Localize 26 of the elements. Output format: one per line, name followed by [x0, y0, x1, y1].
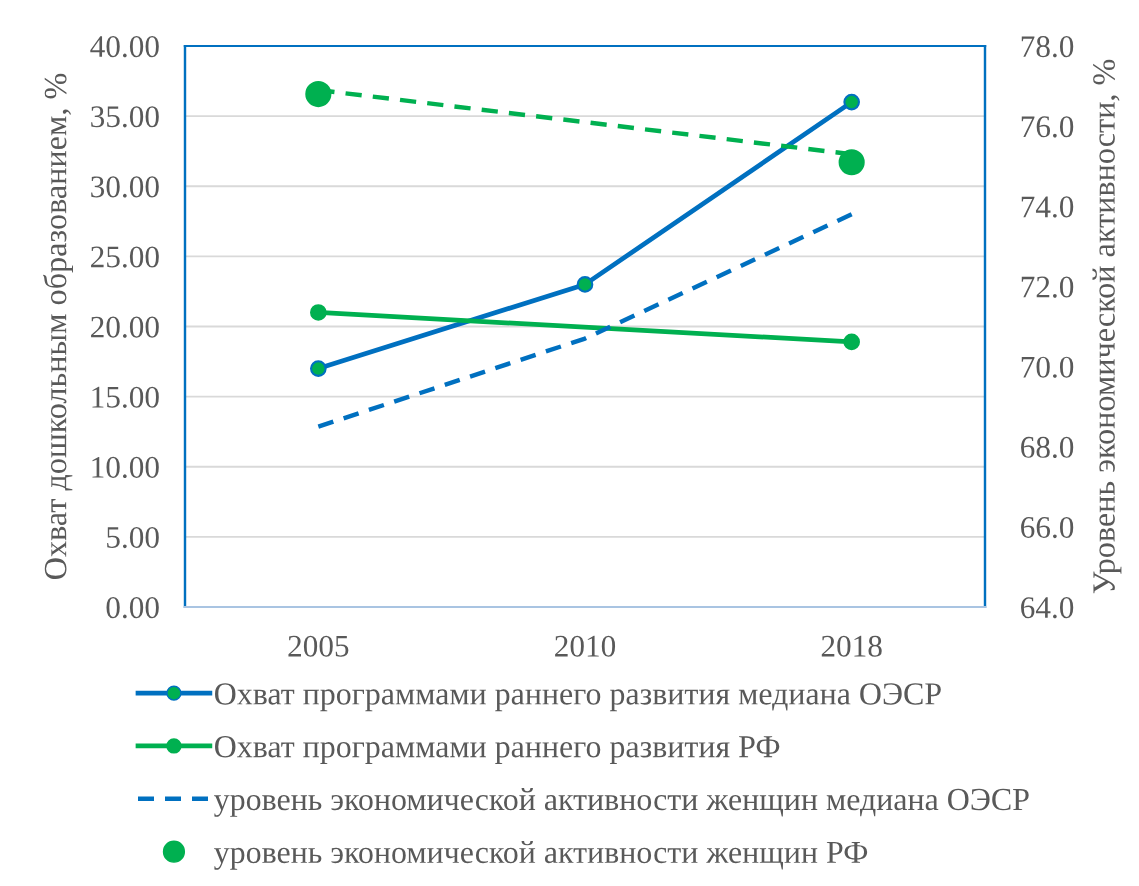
x-tick-label: 2018: [821, 635, 882, 657]
y-tick-label: 30.00: [91, 176, 159, 198]
y-tick-label: 5.00: [107, 526, 159, 549]
x-tick-label: 2010: [555, 635, 616, 657]
y2-tick-label: 72.0: [1021, 276, 1074, 298]
y2-axis-title: Уровень экономической активности, %: [1092, 59, 1122, 594]
y-tick-label: 40.00: [90, 36, 159, 58]
y-axis-title: Охват дошкольным образованием, %: [43, 73, 73, 579]
x-tick-label: 2005: [288, 635, 349, 657]
y-tick-label: 0.00: [106, 597, 159, 619]
y2-tick-label: 76.0: [1021, 116, 1074, 138]
y2-tick-label: 66.0: [1021, 516, 1074, 539]
y-tick-label: 10.00: [92, 456, 159, 479]
legend-label: уровень экономической активности женщин РФ: [214, 840, 868, 870]
y-tick-label: 20.00: [91, 316, 159, 338]
y2-tick-label: 78.0: [1021, 36, 1074, 58]
y2-tick-label: 70.0: [1021, 356, 1074, 378]
legend-label: Охват программами раннего развития РФ: [215, 736, 780, 764]
legend-label: уровень экономической активности женщин медиана ОЭСР: [214, 788, 1029, 817]
y2-tick-label: 74.0: [1021, 196, 1074, 218]
y2-tick-label: 64.0: [1021, 597, 1074, 619]
y2-tick-label: 68.0: [1021, 436, 1074, 458]
y-tick-label: 35.00: [91, 106, 159, 128]
y-tick-label: 25.00: [91, 246, 159, 268]
y-tick-label: 15.00: [92, 386, 159, 408]
legend-label: Охват программами раннего развития медиана ОЭСР: [215, 683, 941, 712]
